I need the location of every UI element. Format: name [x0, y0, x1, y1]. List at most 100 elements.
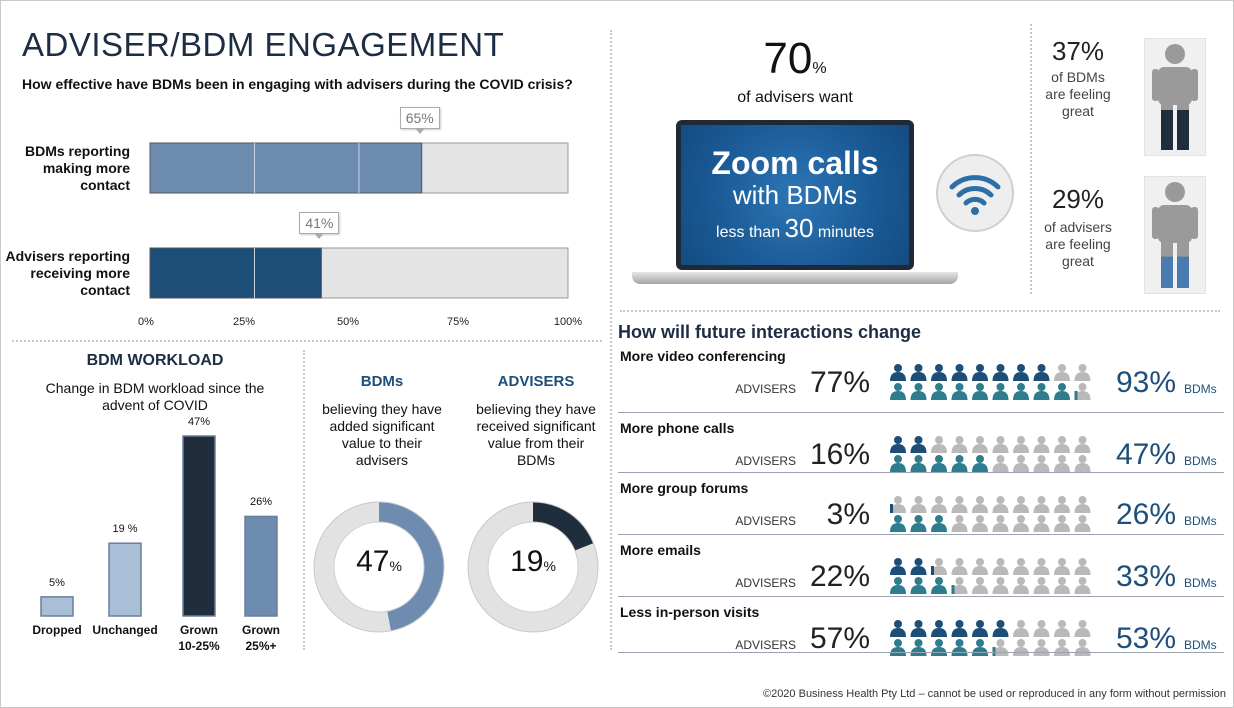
- person-glyph-head: [996, 496, 1005, 504]
- person-glyph-body: [910, 628, 927, 637]
- person-glyph-body: [910, 585, 927, 594]
- person-glyph: [992, 496, 1009, 513]
- person-glyph: [910, 620, 927, 637]
- axis-tick-50: 50%: [336, 316, 360, 328]
- person-glyph: [992, 639, 1009, 656]
- person-glyph-body: [1074, 504, 1091, 513]
- person-glyph: [890, 496, 906, 513]
- person-glyph-head: [914, 558, 923, 566]
- future-advisers-label: ADVISERS: [735, 638, 796, 652]
- person-glyph-body: [910, 523, 927, 532]
- person-glyph-body: [890, 628, 906, 637]
- person-glyph: [931, 383, 947, 400]
- person-glyph-body: [951, 444, 968, 453]
- person-glyph: [1013, 620, 1029, 637]
- future-row-separator: [618, 652, 1224, 653]
- person-glyph-head: [976, 639, 984, 647]
- person-glyph-body: [992, 647, 1009, 656]
- bdm-feeling-text: of BDMs are feeling great: [1030, 69, 1126, 120]
- person-glyph: [951, 364, 968, 381]
- person-glyph: [951, 383, 968, 400]
- person-glyph-body: [1033, 504, 1050, 513]
- person-glyph-body: [1054, 391, 1070, 400]
- person-glyph: [1033, 515, 1050, 532]
- person-glyph-head: [1037, 639, 1046, 647]
- person-leg-left-fill: [1161, 110, 1173, 150]
- person-glyph-head: [1017, 577, 1025, 585]
- person-glyph-body: [1054, 628, 1070, 637]
- person-glyph: [1033, 639, 1050, 656]
- future-row-label: More emails: [620, 542, 701, 558]
- person-glyph-head: [914, 515, 923, 523]
- person-glyph-body: [931, 391, 947, 400]
- person-glyph-body: [931, 628, 947, 637]
- person-glyph-head: [976, 620, 984, 628]
- person-glyph-head: [955, 577, 964, 585]
- person-glyph-body: [931, 444, 947, 453]
- person-head: [1165, 182, 1185, 202]
- person-glyph-head: [894, 620, 902, 628]
- donut-chart-advisers: [467, 501, 599, 633]
- future-bdms-value: 47%: [1115, 438, 1176, 471]
- person-glyph-head: [1037, 558, 1046, 566]
- person-glyph-body: [910, 372, 927, 381]
- person-glyph-head: [1037, 620, 1046, 628]
- future-advisers-value: 22%: [809, 560, 870, 593]
- person-glyph-head: [955, 455, 964, 463]
- future-advisers-label: ADVISERS: [735, 454, 796, 468]
- person-glyph-head: [976, 436, 984, 444]
- person-glyph-head: [935, 383, 943, 391]
- divider-vertical-main: [610, 30, 612, 650]
- future-bdms-value: 33%: [1115, 560, 1176, 593]
- person-glyph-head: [935, 620, 943, 628]
- person-glyph-body: [910, 647, 927, 656]
- person-glyph-body: [890, 523, 906, 532]
- person-glyph: [931, 620, 947, 637]
- person-glyph-body: [992, 523, 1009, 532]
- person-glyph: [890, 620, 906, 637]
- person-glyph-head: [1058, 639, 1066, 647]
- person-glyph: [1054, 436, 1070, 453]
- person-glyph: [1054, 577, 1070, 594]
- person-glyph-head: [976, 515, 984, 523]
- person-glyph: [1074, 577, 1091, 594]
- person-glyph-body: [1013, 585, 1029, 594]
- person-glyph-head: [1017, 496, 1025, 504]
- workload-category-label: Grown 25%+: [225, 622, 297, 654]
- zoom-line-3-pre: less than: [716, 224, 781, 241]
- person-glyph: [931, 364, 947, 381]
- person-glyph: [931, 558, 947, 575]
- future-row-label: Less in-person visits: [620, 604, 760, 620]
- person-glyph-head: [894, 455, 902, 463]
- person-glyph-head: [894, 639, 902, 647]
- person-glyph-head: [996, 515, 1005, 523]
- person-torso: [1158, 205, 1192, 243]
- person-glyph: [992, 577, 1009, 594]
- person-glyph-head: [1037, 515, 1046, 523]
- person-glyph: [910, 364, 927, 381]
- person-glyph-head: [996, 577, 1005, 585]
- zoom-caption: of advisers want: [737, 89, 853, 106]
- workload-column: [182, 435, 216, 617]
- person-glyph-head: [1017, 436, 1025, 444]
- person-glyph: [1013, 577, 1029, 594]
- person-glyph-head: [914, 383, 923, 391]
- person-glyph-body: [1054, 463, 1070, 472]
- person-glyph: [1013, 455, 1029, 472]
- person-glyph: [931, 515, 947, 532]
- workload-column: [40, 596, 74, 617]
- person-glyph-body: [1013, 463, 1029, 472]
- zoom-line-3-post: minutes: [817, 224, 874, 241]
- laptop-display: Zoom calls with BDMs less than 30 minute…: [681, 125, 909, 265]
- feeling-line: are feeling: [1045, 236, 1111, 252]
- person-glyph-head: [914, 577, 923, 585]
- person-glyph: [890, 558, 906, 575]
- person-glyph: [972, 558, 988, 575]
- engagement-label-advisers: Advisers reporting receiving more contac…: [0, 248, 130, 299]
- person-glyph-body: [992, 628, 1009, 637]
- person-glyph: [1074, 496, 1091, 513]
- person-glyph-body: [951, 628, 968, 637]
- desc-line: believing they have: [476, 401, 596, 417]
- person-glyph-head: [894, 496, 902, 504]
- donut-slice: [468, 502, 598, 632]
